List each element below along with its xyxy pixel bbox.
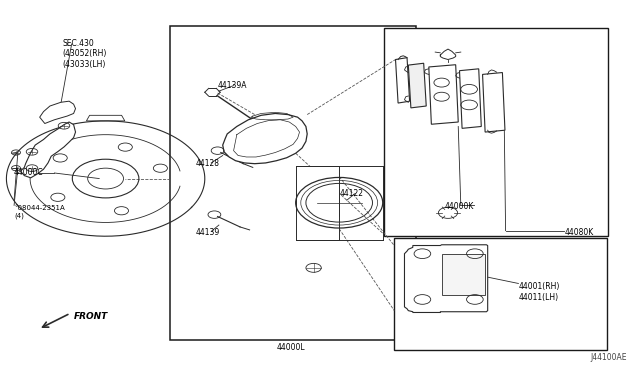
Polygon shape bbox=[20, 122, 76, 178]
Text: 44128: 44128 bbox=[195, 159, 219, 168]
Bar bbox=[170, 26, 416, 340]
Text: 44139: 44139 bbox=[195, 228, 220, 237]
Text: 44000K: 44000K bbox=[445, 202, 474, 211]
Polygon shape bbox=[429, 65, 458, 124]
Polygon shape bbox=[483, 73, 505, 132]
Text: 44139A: 44139A bbox=[218, 81, 247, 90]
Text: 44000C: 44000C bbox=[14, 169, 44, 177]
Text: 44001(RH)
44011(LH): 44001(RH) 44011(LH) bbox=[518, 282, 560, 302]
Polygon shape bbox=[408, 63, 426, 108]
Text: J44100AE: J44100AE bbox=[591, 353, 627, 362]
Polygon shape bbox=[460, 69, 481, 128]
Polygon shape bbox=[40, 101, 76, 124]
Text: FRONT: FRONT bbox=[74, 312, 108, 321]
Text: SEC.430
(43052(RH)
(43033(LH): SEC.430 (43052(RH) (43033(LH) bbox=[63, 39, 107, 69]
Text: 44080K: 44080K bbox=[564, 228, 594, 237]
Bar bbox=[394, 238, 607, 350]
Polygon shape bbox=[86, 115, 125, 121]
Text: °08044-2351A
(4): °08044-2351A (4) bbox=[14, 205, 65, 219]
Polygon shape bbox=[396, 58, 410, 103]
Text: 44122: 44122 bbox=[339, 189, 364, 198]
Bar bbox=[384, 28, 608, 236]
Bar bbox=[442, 254, 485, 295]
Text: 44000L: 44000L bbox=[277, 343, 305, 352]
Polygon shape bbox=[404, 245, 488, 312]
Bar bbox=[296, 166, 339, 240]
Polygon shape bbox=[223, 113, 307, 164]
